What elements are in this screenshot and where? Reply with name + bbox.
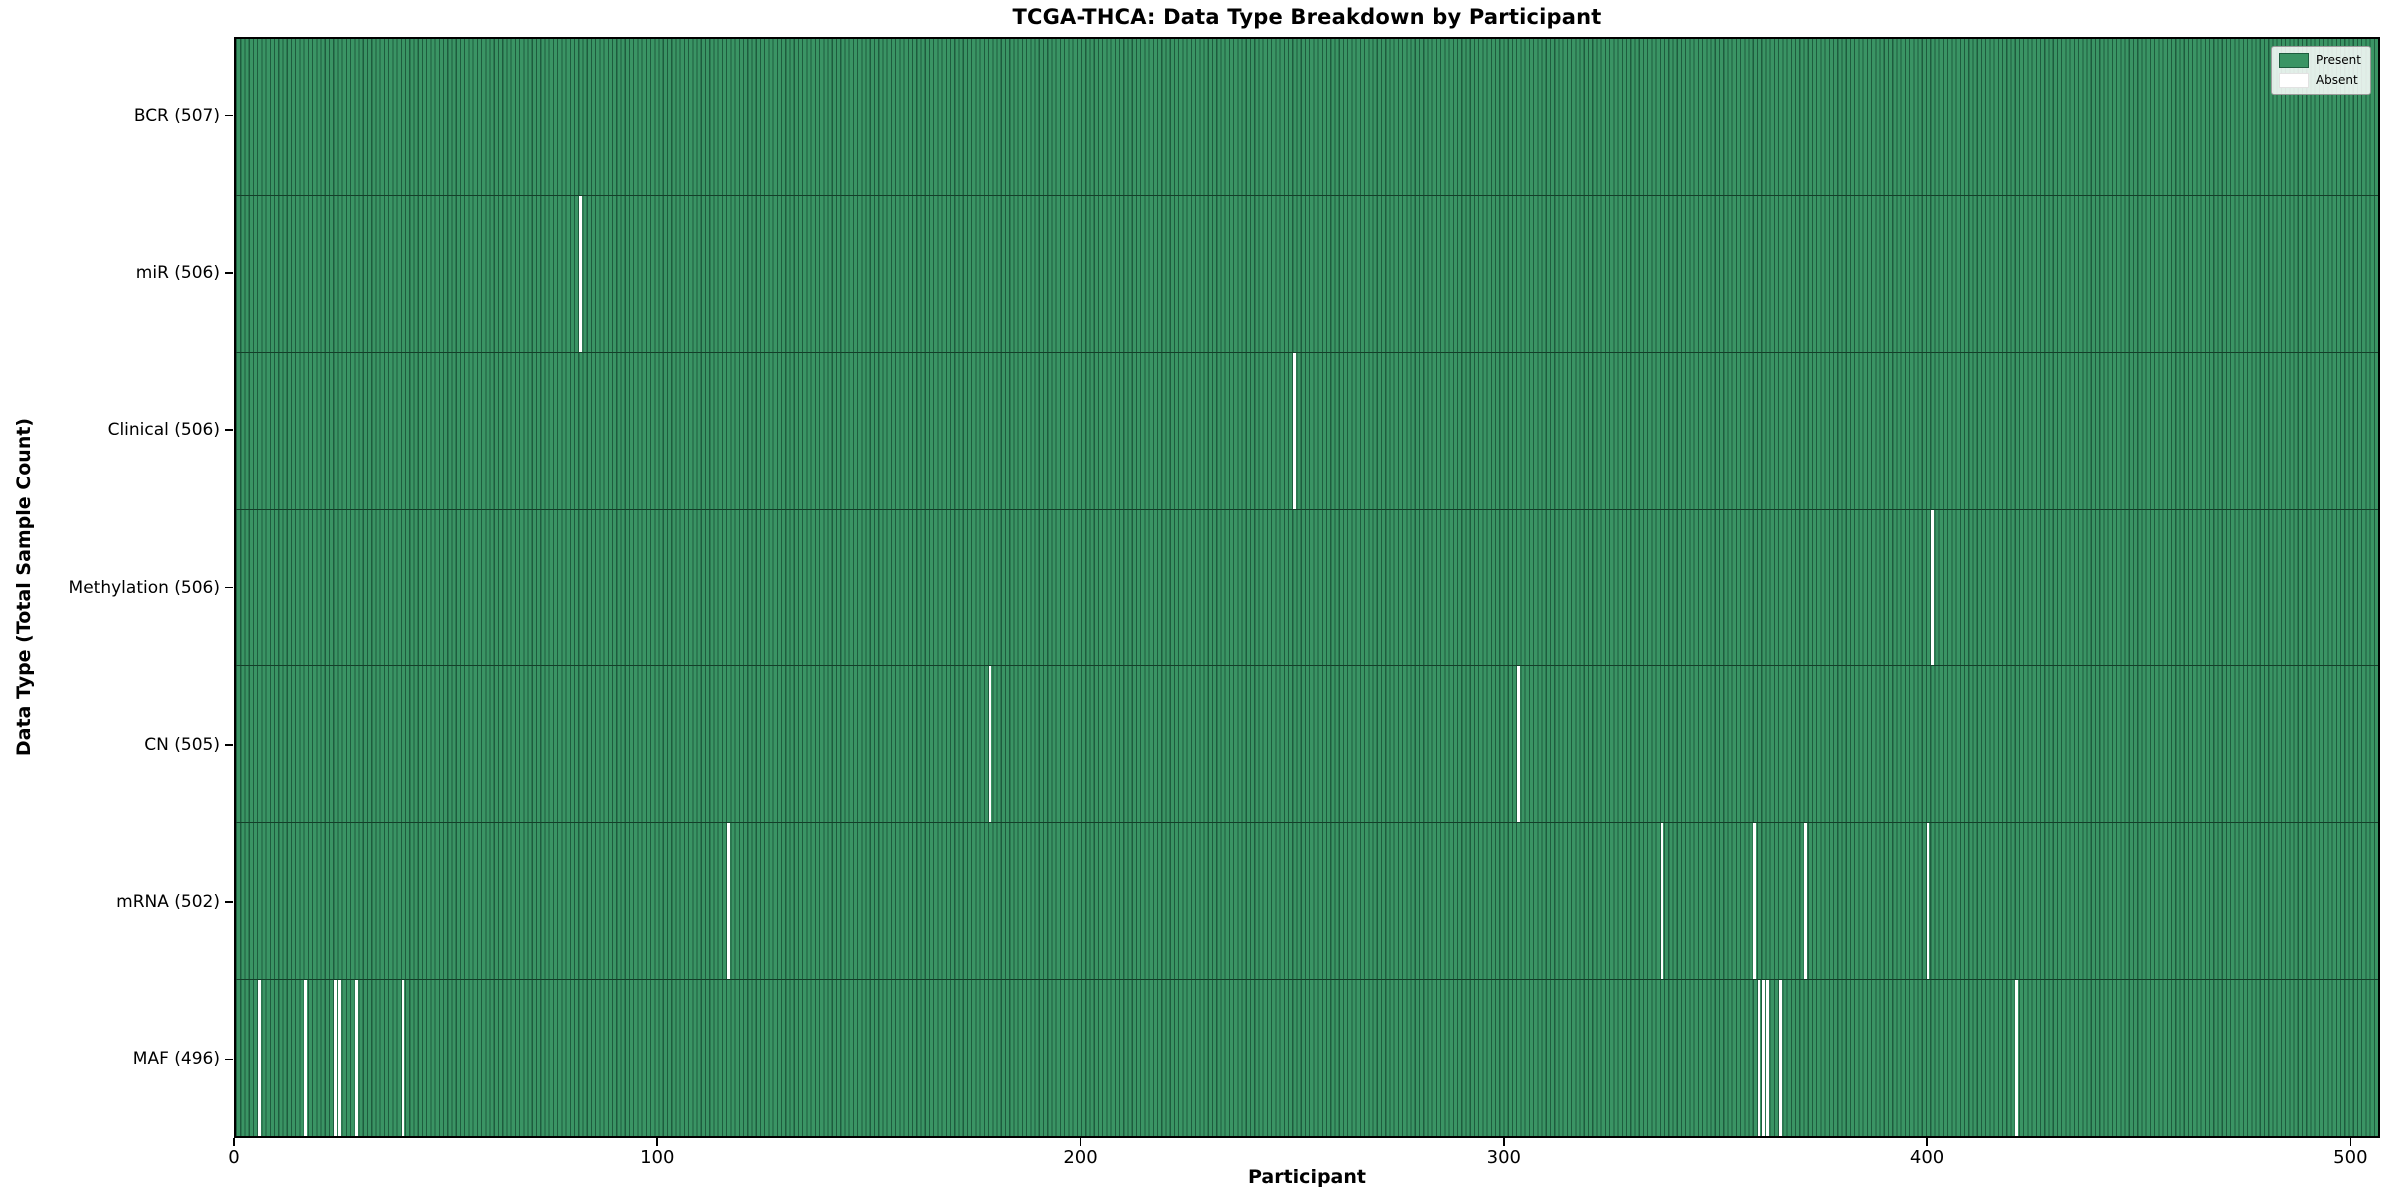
legend-label-present: Present (2315, 53, 2361, 67)
y-tick-label: mRNA (502) (116, 892, 220, 913)
present-swatch-icon (2278, 53, 2309, 68)
absent-gap (1926, 823, 1930, 980)
y-tick-mark (225, 743, 233, 746)
y-tick-label: BCR (507) (133, 105, 220, 126)
legend-item-absent: Absent (2278, 73, 2361, 88)
absent-gap (2015, 980, 2019, 1137)
absent-gap (1660, 823, 1664, 980)
y-tick-mark (225, 429, 233, 431)
legend-label-absent: Absent (2315, 73, 2358, 87)
data-type-row-mir (236, 195, 2378, 353)
x-tick-mark (656, 1138, 659, 1146)
absent-swatch-icon (2278, 73, 2309, 88)
y-tick-mark (225, 1058, 233, 1061)
x-tick-label: 500 (2333, 1147, 2368, 1168)
x-tick-label: 400 (1909, 1147, 1945, 1168)
x-tick-label: 0 (228, 1147, 240, 1168)
y-tick-label: Clinical (506) (107, 420, 220, 441)
data-type-row-clinical (236, 352, 2378, 510)
data-type-row-methylation (236, 509, 2378, 667)
data-type-row-bcr (236, 39, 2378, 196)
absent-gap (988, 666, 992, 823)
x-tick-mark (1079, 1138, 1082, 1146)
absent-gap (355, 980, 358, 1137)
plot-area: Present Absent (234, 37, 2380, 1138)
y-tick-mark (225, 272, 233, 274)
y-tick-mark (225, 114, 233, 117)
absent-gap (1778, 980, 1782, 1137)
absent-gap (726, 823, 730, 980)
data-type-row-cn (236, 666, 2378, 824)
chart-title: TCGA-THCA: Data Type Breakdown by Partic… (1012, 5, 1602, 29)
y-tick-label: MAF (496) (132, 1049, 220, 1070)
absent-gap (1804, 823, 1807, 980)
legend-item-present: Present (2278, 53, 2361, 68)
absent-gap (1292, 352, 1296, 509)
absent-gap (1757, 980, 1761, 1137)
absent-gap (1766, 980, 1769, 1137)
y-tick-label: CN (505) (144, 734, 220, 755)
data-type-row-mrna (236, 823, 2378, 981)
x-tick-label: 300 (1486, 1147, 1521, 1168)
x-tick-mark (2349, 1138, 2352, 1146)
y-tick-label: miR (506) (135, 262, 220, 283)
x-tick-mark (1503, 1138, 1505, 1146)
y-tick-mark (225, 901, 233, 903)
y-tick-mark (225, 586, 233, 589)
y-tick-label: Methylation (506) (68, 577, 220, 598)
legend: Present Absent (2270, 46, 2371, 95)
absent-gap (1930, 509, 1934, 666)
absent-gap (1761, 980, 1765, 1137)
x-tick-mark (1926, 1138, 1928, 1146)
absent-gap (304, 980, 308, 1137)
absent-gap (338, 980, 341, 1137)
absent-gap (333, 980, 337, 1137)
x-axis-label: Participant (1247, 1166, 1366, 1188)
absent-gap (1516, 666, 1520, 823)
data-type-row-maf (236, 980, 2378, 1137)
absent-gap (578, 195, 582, 352)
x-tick-label: 200 (1063, 1147, 1098, 1168)
x-tick-label: 100 (640, 1147, 675, 1168)
absent-gap (257, 980, 261, 1137)
absent-gap (1753, 823, 1757, 980)
x-tick-mark (233, 1138, 235, 1146)
absent-gap (401, 980, 405, 1137)
